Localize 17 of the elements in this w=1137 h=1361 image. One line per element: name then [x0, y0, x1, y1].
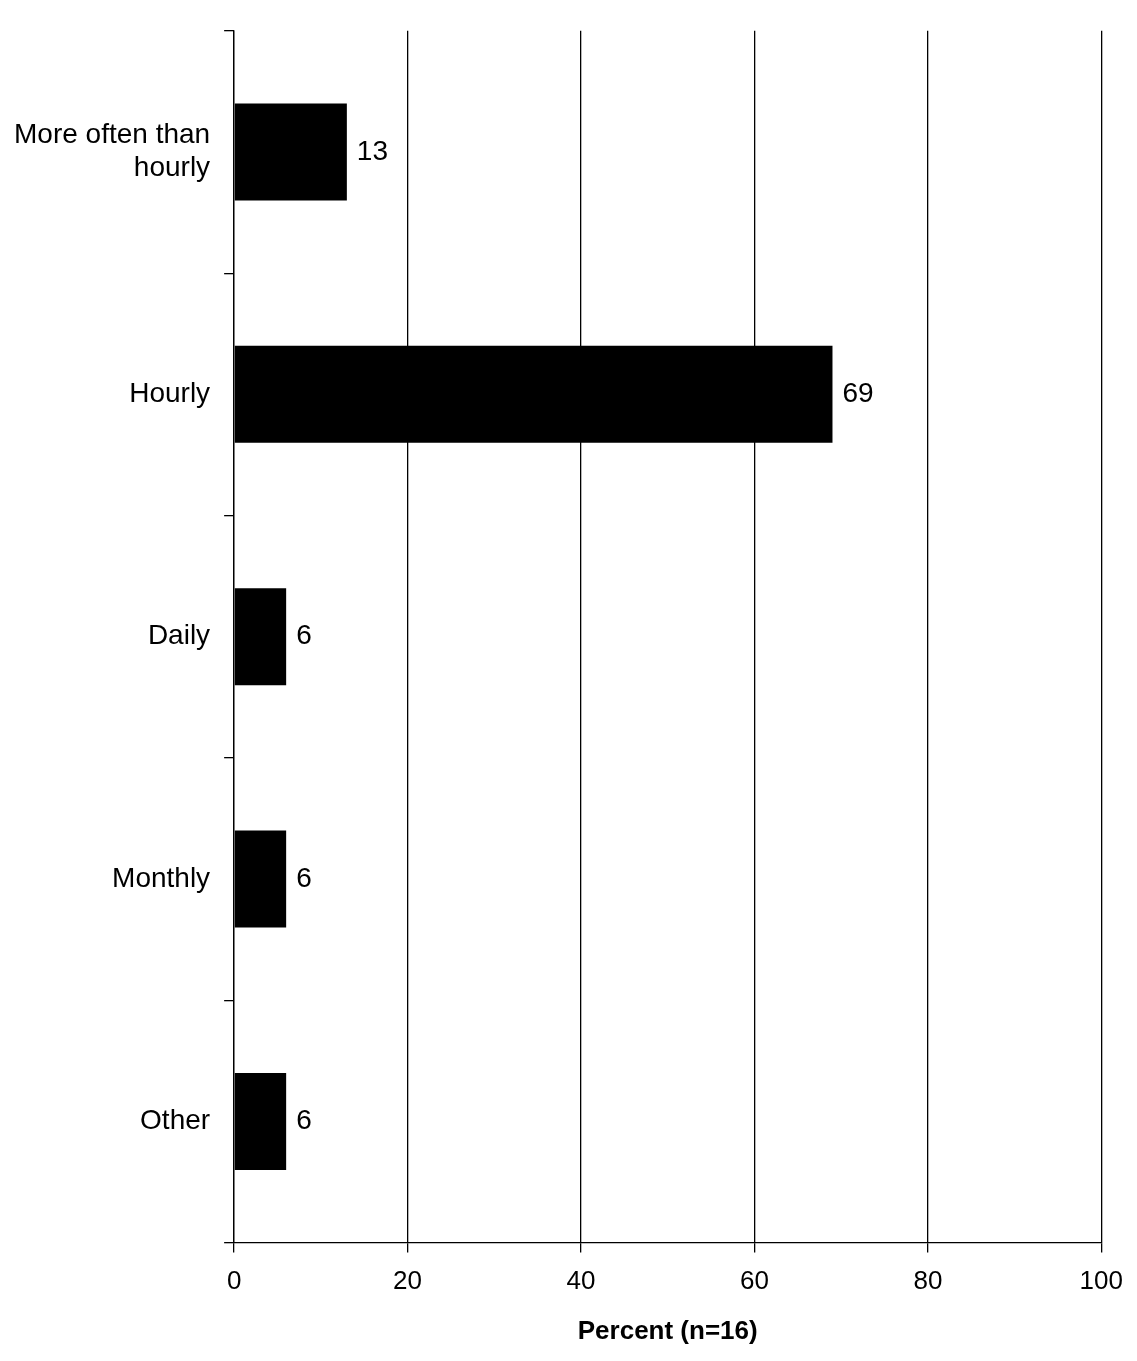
x-tick-label: 80 [913, 1265, 943, 1296]
x-tick-label: 100 [1079, 1265, 1124, 1296]
x-tick-label: 60 [739, 1265, 769, 1296]
x-tick-label: 20 [393, 1265, 423, 1296]
y-tick-label: Daily [147, 619, 211, 651]
y-tick-label: Monthly [112, 861, 211, 893]
y-tick-label: Hourly [129, 377, 211, 409]
y-tick-label: More often than hourly [14, 117, 211, 183]
data-label: 13 [356, 134, 389, 166]
x-axis-title: Percent (n=16) [577, 1314, 758, 1345]
x-tick-label: 40 [566, 1265, 596, 1296]
data-label: 6 [296, 861, 312, 893]
data-label: 6 [296, 619, 312, 651]
y-tick-label: Other [140, 1104, 211, 1136]
data-label: 6 [296, 1104, 312, 1136]
x-tick-label: 0 [226, 1265, 242, 1296]
data-label: 69 [842, 377, 874, 409]
